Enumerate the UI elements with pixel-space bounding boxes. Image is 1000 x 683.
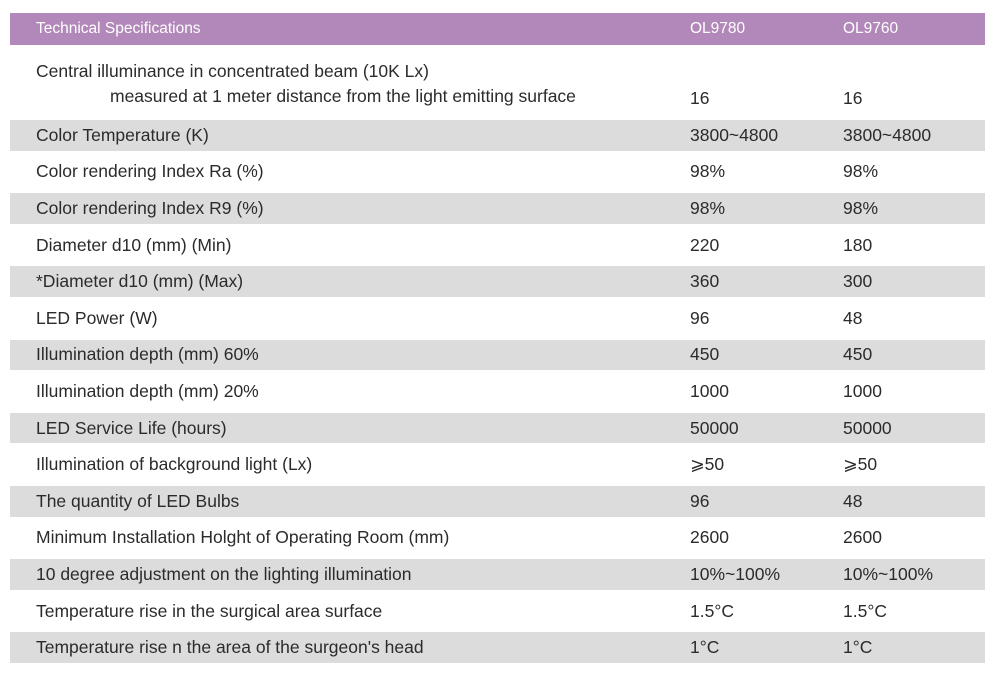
table-row: Color Temperature (K) 3800~4800 3800~4800 — [10, 117, 985, 154]
spec-label: Illumination depth (mm) 20% — [36, 380, 259, 401]
table-row: Temperature rise n the area of the surge… — [10, 629, 985, 666]
spec-value-ol9760: 1.5°C — [843, 600, 887, 621]
spec-value-ol9760: 450 — [843, 344, 873, 365]
spec-value-ol9780: 450 — [690, 344, 720, 365]
spec-label: Temperature rise in the surgical area su… — [36, 600, 383, 621]
spec-value-ol9760: 98% — [843, 197, 879, 218]
spec-label: LED Service Life (hours) — [36, 417, 227, 438]
spec-value-ol9780: 98% — [690, 197, 726, 218]
table-header-col-ol9760: OL9760 — [843, 20, 899, 37]
spec-value-ol9760: 10%~100% — [843, 563, 934, 584]
technical-specifications-table: Technical Specifications OL9780 OL9760 C… — [10, 13, 985, 666]
table-row: LED Power (W) 96 48 — [10, 299, 985, 337]
spec-label: Illumination depth (mm) 60% — [36, 344, 259, 365]
table-row: 10 degree adjustment on the lighting ill… — [10, 556, 985, 593]
spec-value-ol9760: 16 — [843, 88, 863, 108]
spec-value-ol9780: 50000 — [690, 417, 739, 438]
table-row: *Diameter d10 (mm) (Max) 360 300 — [10, 263, 985, 300]
spec-value-ol9760: 180 — [843, 234, 873, 255]
table-header-col-ol9780: OL9780 — [690, 20, 746, 37]
spec-value-ol9780: ⩾50 — [690, 454, 725, 475]
table-body: Central illuminance in concentrated beam… — [10, 45, 985, 666]
spec-value-ol9780: 96 — [690, 307, 710, 328]
spec-value-ol9760: 2600 — [843, 527, 882, 548]
table-row: Diameter d10 (mm) (Min) 220 180 — [10, 226, 985, 264]
spec-value-ol9760: 1°C — [843, 637, 873, 658]
spec-label: 10 degree adjustment on the lighting ill… — [36, 563, 412, 584]
spec-label: *Diameter d10 (mm) (Max) — [36, 271, 244, 292]
spec-value-ol9780: 2600 — [690, 527, 729, 548]
table-row: Illumination depth (mm) 20% 1000 1000 — [10, 373, 985, 410]
spec-label: The quantity of LED Bulbs — [36, 490, 240, 511]
spec-label-line2: measured at 1 meter distance from the li… — [110, 86, 576, 106]
spec-label: Central illuminance in concentrated beam… — [10, 59, 690, 109]
spec-value-ol9780: 3800~4800 — [690, 124, 779, 145]
spec-label: Diameter d10 (mm) (Min) — [36, 234, 232, 255]
spec-value-ol9760: ⩾50 — [843, 454, 878, 475]
table-row: Temperature rise in the surgical area su… — [10, 592, 985, 630]
spec-value-ol9780: 98% — [690, 161, 726, 182]
spec-label: Temperature rise n the area of the surge… — [36, 637, 424, 658]
table-row: Color rendering Index Ra (%) 98% 98% — [10, 153, 985, 191]
table-header-row: Technical Specifications OL9780 OL9760 — [10, 13, 985, 45]
spec-value-ol9780: 360 — [690, 271, 720, 292]
spec-value-ol9760: 300 — [843, 271, 873, 292]
table-row: Minimum Installation Holght of Operating… — [10, 519, 985, 557]
spec-label: Color Temperature (K) — [36, 124, 209, 145]
table-row: Illumination of background light (Lx) ⩾50… — [10, 446, 985, 483]
spec-label: Color rendering Index Ra (%) — [36, 161, 264, 182]
table-row: Illumination depth (mm) 60% 450 450 — [10, 336, 985, 374]
spec-value-ol9780: 96 — [690, 490, 710, 511]
table-header-title: Technical Specifications — [36, 20, 201, 37]
spec-value-ol9760: 1000 — [843, 380, 882, 401]
spec-value-ol9760: 3800~4800 — [843, 124, 932, 145]
spec-value-ol9760: 50000 — [843, 417, 892, 438]
spec-value-ol9780: 16 — [690, 88, 710, 108]
spec-value-ol9760: 48 — [843, 490, 863, 511]
spec-value-ol9760: 48 — [843, 307, 863, 328]
spec-value-ol9760: 98% — [843, 161, 879, 182]
table-row: Central illuminance in concentrated beam… — [10, 45, 985, 117]
spec-value-ol9780: 1.5°C — [690, 600, 734, 621]
spec-value-ol9780: 1°C — [690, 637, 720, 658]
table-row: LED Service Life (hours) 50000 50000 — [10, 409, 985, 447]
spec-label: LED Power (W) — [36, 307, 158, 328]
spec-value-ol9780: 1000 — [690, 380, 729, 401]
spec-label: Minimum Installation Holght of Operating… — [36, 527, 450, 548]
spec-label-line1: Central illuminance in concentrated beam… — [36, 61, 429, 81]
table-row: Color rendering Index R9 (%) 98% 98% — [10, 190, 985, 227]
spec-value-ol9780: 10%~100% — [690, 563, 781, 584]
table-row: The quantity of LED Bulbs 96 48 — [10, 482, 985, 520]
spec-label: Illumination of background light (Lx) — [36, 454, 313, 475]
spec-value-ol9780: 220 — [690, 234, 720, 255]
spec-label: Color rendering Index R9 (%) — [36, 197, 264, 218]
